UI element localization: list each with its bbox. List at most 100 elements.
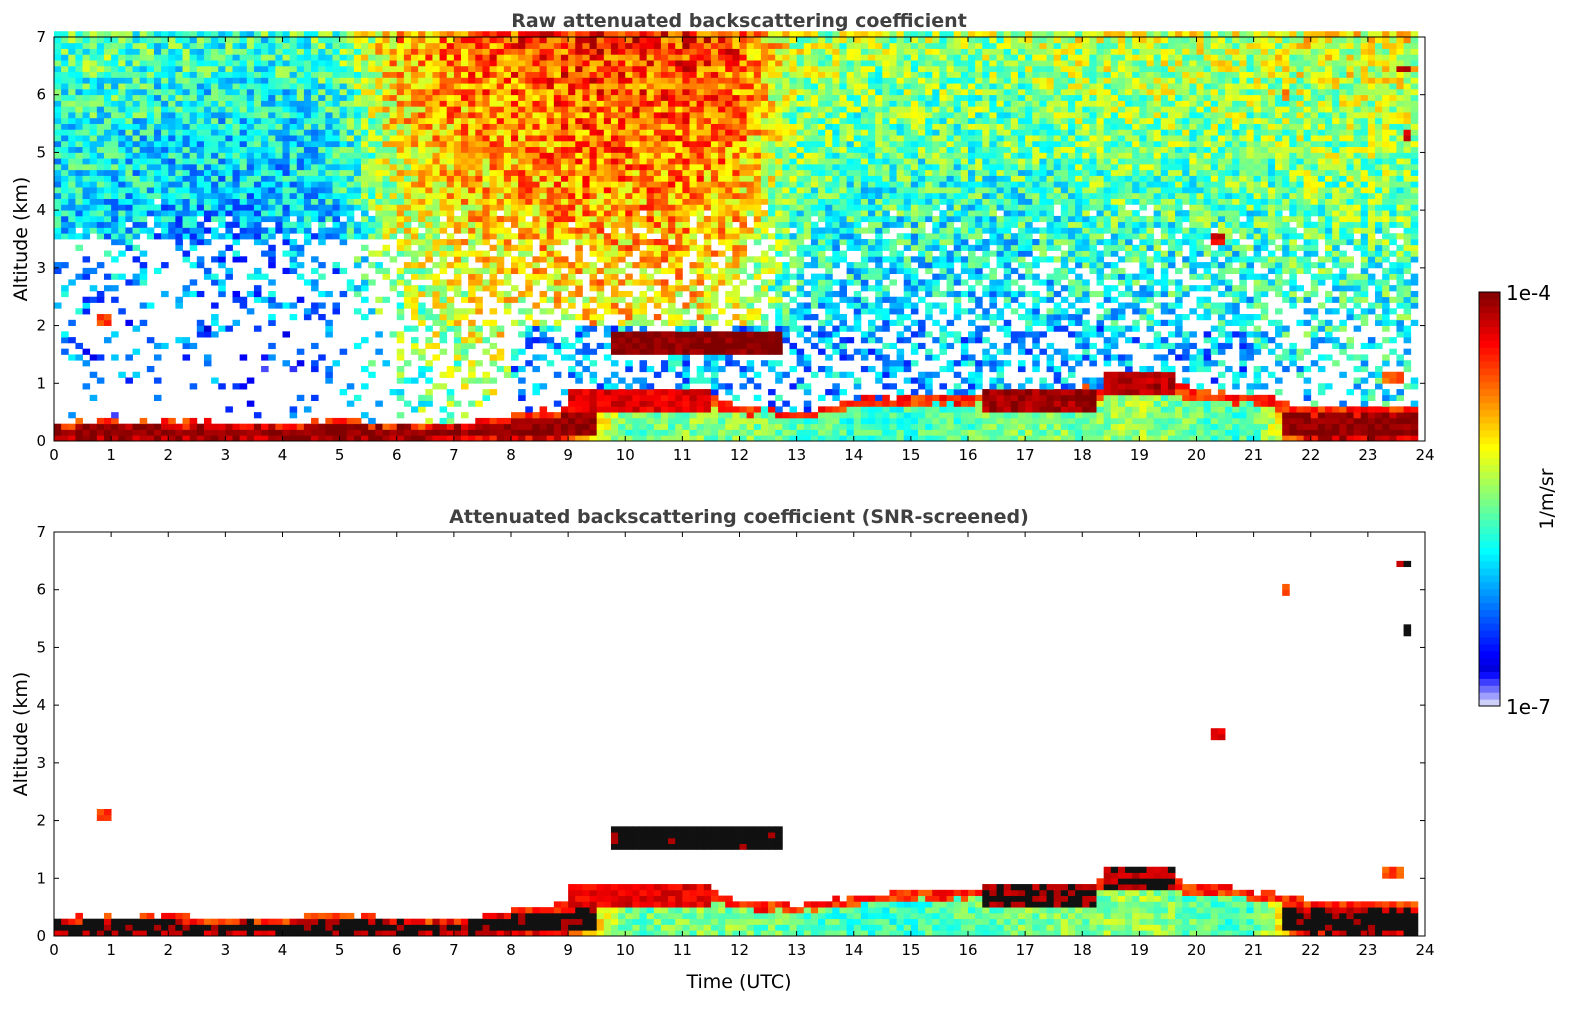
heatmap-cell (211, 48, 219, 55)
heatmap-cell (432, 429, 440, 436)
heatmap-cell (303, 117, 312, 124)
heatmap-cell (282, 42, 291, 49)
heatmap-cell (175, 187, 183, 194)
heatmap-cell (596, 221, 605, 228)
heatmap-cell (603, 123, 612, 130)
heatmap-cell (696, 215, 705, 223)
heatmap-cell (546, 175, 555, 182)
heatmap-cell (139, 117, 148, 124)
heatmap-cell (96, 117, 105, 124)
heatmap-cell (689, 389, 698, 396)
heatmap-cell (318, 215, 326, 223)
heatmap-cell (296, 221, 305, 228)
heatmap-cell (425, 435, 433, 442)
heatmap-cell (239, 302, 248, 309)
heatmap-cell (568, 60, 576, 67)
heatmap-cell (560, 31, 569, 38)
heatmap-cell (632, 302, 640, 309)
heatmap-cell (382, 94, 391, 101)
heatmap-cell (275, 100, 283, 107)
heatmap-cell (339, 100, 348, 107)
heatmap-cell (82, 435, 91, 442)
heatmap-cell (82, 360, 91, 367)
heatmap-cell (411, 325, 419, 332)
heatmap-cell (618, 290, 626, 298)
heatmap-cell (475, 88, 483, 96)
heatmap-cell (153, 77, 162, 84)
heatmap-cell (525, 262, 533, 269)
heatmap-cell (68, 94, 76, 101)
heatmap-cell (389, 54, 398, 61)
heatmap-cell (639, 54, 648, 61)
heatmap-cell (496, 296, 505, 303)
heatmap-cell (232, 140, 241, 148)
heatmap-cell (453, 88, 462, 96)
heatmap-cell (54, 227, 62, 234)
heatmap-cell (468, 140, 476, 148)
heatmap-cell (575, 181, 583, 188)
heatmap-cell (311, 71, 319, 78)
heatmap-cell (403, 65, 412, 73)
heatmap-cell (503, 129, 512, 136)
heatmap-cell (675, 31, 683, 38)
heatmap-cell (325, 210, 333, 217)
heatmap-cell (375, 117, 383, 124)
heatmap-cell (739, 371, 748, 378)
heatmap-cell (175, 117, 183, 124)
heatmap-cell (660, 423, 669, 430)
heatmap-cell (532, 117, 540, 124)
heatmap-cell (432, 239, 440, 246)
heatmap-cell (539, 192, 548, 199)
heatmap-cell (54, 123, 62, 130)
heatmap-cell (239, 204, 248, 211)
heatmap-cell (682, 319, 690, 326)
heatmap-cell (575, 88, 583, 96)
heatmap-cell (439, 31, 448, 38)
heatmap-cell (68, 233, 76, 240)
heatmap-cell (639, 273, 648, 280)
heatmap-cell (446, 77, 455, 84)
heatmap-cell (425, 123, 433, 130)
heatmap-cell (511, 192, 519, 199)
heatmap-cell (546, 100, 555, 107)
heatmap-cell (289, 256, 298, 263)
heatmap-cell (261, 88, 269, 96)
heatmap-cell (275, 435, 283, 442)
heatmap-cell (439, 435, 448, 442)
heatmap-cell (503, 210, 512, 217)
heatmap-cell (403, 54, 412, 61)
heatmap-cell (461, 106, 469, 113)
heatmap-cell (653, 267, 662, 275)
heatmap-cell (125, 42, 133, 49)
heatmap-cell (610, 175, 619, 182)
heatmap-cell (375, 48, 383, 55)
heatmap-cell (353, 394, 362, 401)
heatmap-cell (282, 37, 291, 44)
heatmap-cell (682, 31, 690, 38)
heatmap-cell (361, 273, 369, 280)
heatmap-cell (646, 42, 655, 49)
heatmap-cell (353, 198, 362, 205)
heatmap-cell (475, 215, 483, 223)
heatmap-cell (475, 117, 483, 124)
heatmap-cell (446, 296, 455, 303)
heatmap-cell (246, 123, 255, 130)
heatmap-cell (625, 250, 633, 257)
heatmap-cell (553, 348, 562, 355)
heatmap-cell (132, 158, 141, 165)
heatmap-cell (518, 106, 526, 113)
heatmap-cell (553, 135, 562, 142)
heatmap-cell (261, 239, 269, 246)
heatmap-cell (339, 221, 348, 228)
heatmap-cell (461, 31, 469, 38)
heatmap-cell (311, 435, 319, 442)
heatmap-cell (725, 267, 733, 275)
heatmap-cell (118, 31, 126, 38)
heatmap-cell (75, 77, 83, 84)
heatmap-cell (182, 140, 191, 148)
heatmap-cell (246, 273, 255, 280)
heatmap-cell (403, 221, 412, 228)
heatmap-cell (539, 31, 548, 38)
heatmap-cell (553, 325, 562, 332)
heatmap-cell (639, 348, 648, 355)
